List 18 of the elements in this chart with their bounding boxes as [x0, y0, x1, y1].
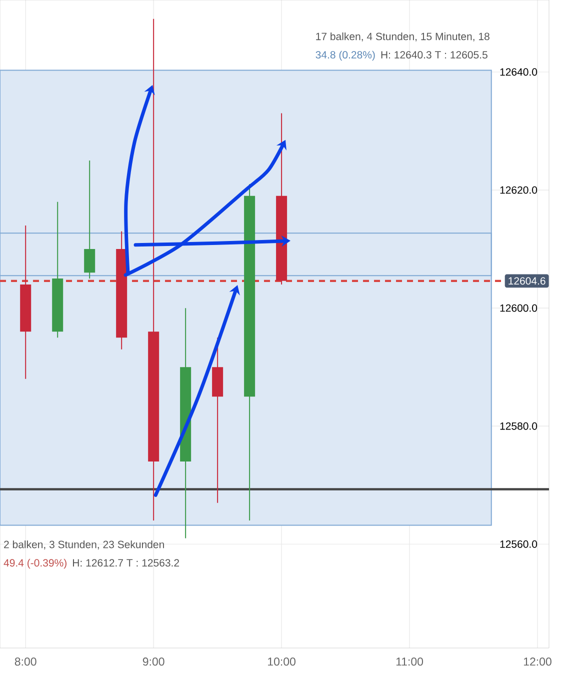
- annotation: 2 balken, 3 Stunden, 23 Sekunden: [4, 540, 164, 550]
- y-tick-label: 12620.0: [500, 186, 538, 194]
- x-tick-label: 12:00: [524, 658, 552, 666]
- y-tick-label: 12580.0: [500, 422, 538, 430]
- y-tick-label: 12640.0: [500, 68, 538, 76]
- annotation: 17 balken, 4 Stunden, 15 Minuten, 18: [316, 32, 490, 42]
- annotation: 49.4 (-0.39%): [4, 558, 66, 569]
- ref-line-label: 12604.6: [508, 277, 546, 285]
- annotation: H: 12640.3 T : 12605.5: [381, 51, 488, 59]
- annotation: H: 12612.7 T : 12563.2: [72, 559, 180, 567]
- y-tick-label: 12600.0: [500, 304, 538, 312]
- x-tick-label: 9:00: [142, 658, 164, 666]
- x-tick-label: 8:00: [14, 658, 36, 666]
- y-tick-label: 12560.0: [500, 540, 538, 548]
- x-tick-label: 11:00: [396, 658, 424, 666]
- annotation: 34.8 (0.28%): [316, 50, 375, 61]
- x-tick-label: 10:00: [268, 658, 296, 666]
- candlestick: [84, 160, 96, 280]
